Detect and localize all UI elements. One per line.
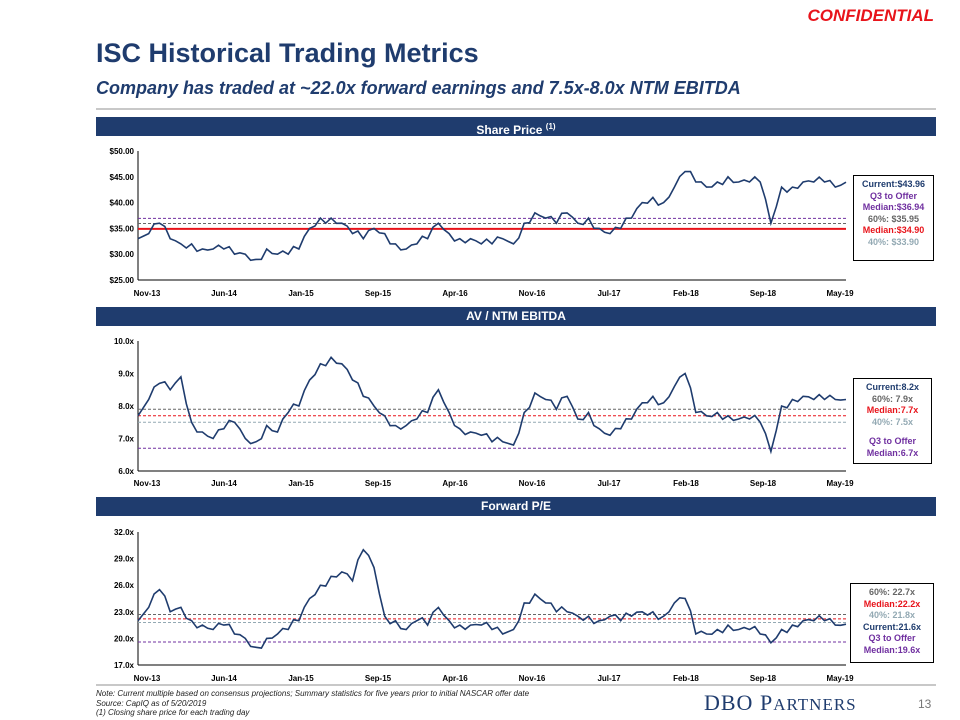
x-tick-label: Nov-13 — [134, 289, 161, 298]
series-line — [137, 548, 847, 649]
y-tick-label: 7.0x — [118, 435, 134, 444]
series-line — [137, 170, 847, 262]
divider — [96, 108, 936, 110]
y-tick-label: 23.0x — [114, 608, 135, 617]
confidential-label: CONFIDENTIAL — [807, 6, 934, 25]
y-tick-label: $25.00 — [110, 276, 135, 285]
x-tick-label: Apr-16 — [442, 674, 468, 683]
legend-item-p40: 40%: $33.90 — [867, 236, 920, 247]
x-tick-label: May-19 — [826, 674, 854, 683]
x-tick-label: Sep-18 — [750, 289, 777, 298]
section-title: Share Price — [476, 123, 543, 137]
legend-item-p60: 60%: $35.95 — [867, 213, 920, 224]
legend-item-q3: Q3 to Offer — [868, 633, 916, 643]
x-tick-label: Sep-18 — [750, 479, 777, 488]
y-tick-label: $35.00 — [110, 224, 135, 233]
x-tick-label: Jul-17 — [597, 674, 621, 683]
x-tick-label: Nov-16 — [519, 479, 546, 488]
x-tick-label: Sep-18 — [750, 674, 777, 683]
x-tick-label: Jul-17 — [597, 479, 621, 488]
x-tick-label: Nov-13 — [134, 674, 161, 683]
page-subtitle: Company has traded at ~22.0x forward ear… — [96, 78, 741, 98]
x-tick-label: May-19 — [826, 289, 854, 298]
legend-item-q3: Q3 to Offer — [868, 436, 916, 446]
ebitda-legend: Current:8.2x 60%: 7.9x Median:7.7x 40%: 7.5… — [853, 378, 932, 464]
series-line — [137, 355, 847, 455]
y-tick-label: 10.0x — [114, 337, 135, 346]
x-tick-label: Jul-17 — [597, 289, 621, 298]
section-header-ebitda: AV / NTM EBITDA — [96, 307, 936, 326]
section-header-share-price: Share Price (1) — [96, 117, 936, 137]
page-number: 13 — [918, 697, 932, 711]
note-line: Note: Current multiple based on consensu… — [96, 689, 530, 698]
y-tick-label: $50.00 — [110, 147, 135, 156]
divider — [96, 684, 936, 686]
y-tick-label: 6.0x — [118, 467, 134, 476]
y-tick-label: 20.0x — [114, 634, 135, 643]
section-title: AV / NTM EBITDA — [466, 309, 566, 323]
dbo-partners-logo: DBO PARTNERS — [704, 690, 857, 715]
page-title: ISC Historical Trading Metrics — [96, 38, 479, 68]
footnote-ref: (1) — [545, 122, 556, 131]
legend-item-median: Median:7.7x — [866, 405, 919, 415]
x-tick-label: Jan-15 — [288, 479, 314, 488]
x-tick-label: Feb-18 — [673, 674, 699, 683]
legend-item-p40: 40%: 7.5x — [871, 416, 914, 427]
y-tick-label: 32.0x — [114, 528, 135, 537]
x-tick-label: Apr-16 — [442, 479, 468, 488]
x-tick-label: Sep-15 — [365, 479, 392, 488]
section-title: Forward P/E — [480, 499, 551, 513]
y-tick-label: 8.0x — [118, 402, 134, 411]
y-tick-label: 17.0x — [114, 661, 135, 670]
legend-item-line: Current:21.6x — [862, 621, 922, 632]
legend-item-median: Median:22.2x — [863, 598, 921, 609]
y-tick-label: 26.0x — [114, 581, 135, 590]
section-header-pe: Forward P/E — [96, 497, 936, 516]
legend-item-q3: Median:19.6x — [863, 644, 921, 655]
share-price-legend: Current:$43.96 Q3 to Offer Median:$36.94 60… — [853, 175, 934, 261]
y-tick-label: $45.00 — [110, 173, 135, 182]
legend-item-p60: 60%: 7.9x — [871, 393, 914, 404]
x-tick-label: Apr-16 — [442, 289, 468, 298]
legend-item-q3: Q3 to Offer — [869, 190, 917, 201]
legend-item-q3: Median:$36.94 — [862, 202, 925, 212]
legend-item-median: Median:$34.90 — [862, 225, 925, 235]
y-tick-label: 29.0x — [114, 555, 135, 564]
x-tick-label: Jan-15 — [288, 674, 314, 683]
x-tick-label: Jun-14 — [211, 674, 237, 683]
legend-item-p60: 60%: 22.7x — [868, 587, 916, 597]
y-tick-label: $40.00 — [110, 199, 135, 208]
legend-item-p40: 40%: 21.8x — [868, 610, 916, 620]
pe-legend: 60%: 22.7x Median:22.2x 40%: 21.8x Current:… — [850, 583, 934, 663]
footnotes: Note: Current multiple based on consensu… — [96, 689, 529, 718]
source-line: Source: CapIQ as of 5/20/2019 — [96, 698, 207, 708]
legend-item-q3: Median:6.7x — [866, 447, 919, 458]
x-tick-label: Jun-14 — [211, 289, 237, 298]
legend-item-line: Current:8.2x — [865, 382, 919, 392]
x-tick-label: Sep-15 — [365, 674, 392, 683]
legend-item-gap — [854, 428, 931, 436]
legend-item-line: Current:$43.96 — [861, 179, 926, 189]
x-tick-label: Sep-15 — [365, 289, 392, 298]
x-tick-label: Feb-18 — [673, 289, 699, 298]
x-tick-label: Nov-16 — [519, 289, 546, 298]
x-tick-label: Nov-13 — [134, 479, 161, 488]
x-tick-label: Jun-14 — [211, 479, 237, 488]
y-tick-label: $30.00 — [110, 250, 135, 259]
y-tick-label: 9.0x — [118, 370, 134, 379]
x-tick-label: Nov-16 — [519, 674, 546, 683]
x-tick-label: Feb-18 — [673, 479, 699, 488]
x-tick-label: Jan-15 — [288, 289, 314, 298]
x-tick-label: May-19 — [826, 479, 854, 488]
footnote-line: (1) Closing share price for each trading… — [96, 708, 250, 717]
